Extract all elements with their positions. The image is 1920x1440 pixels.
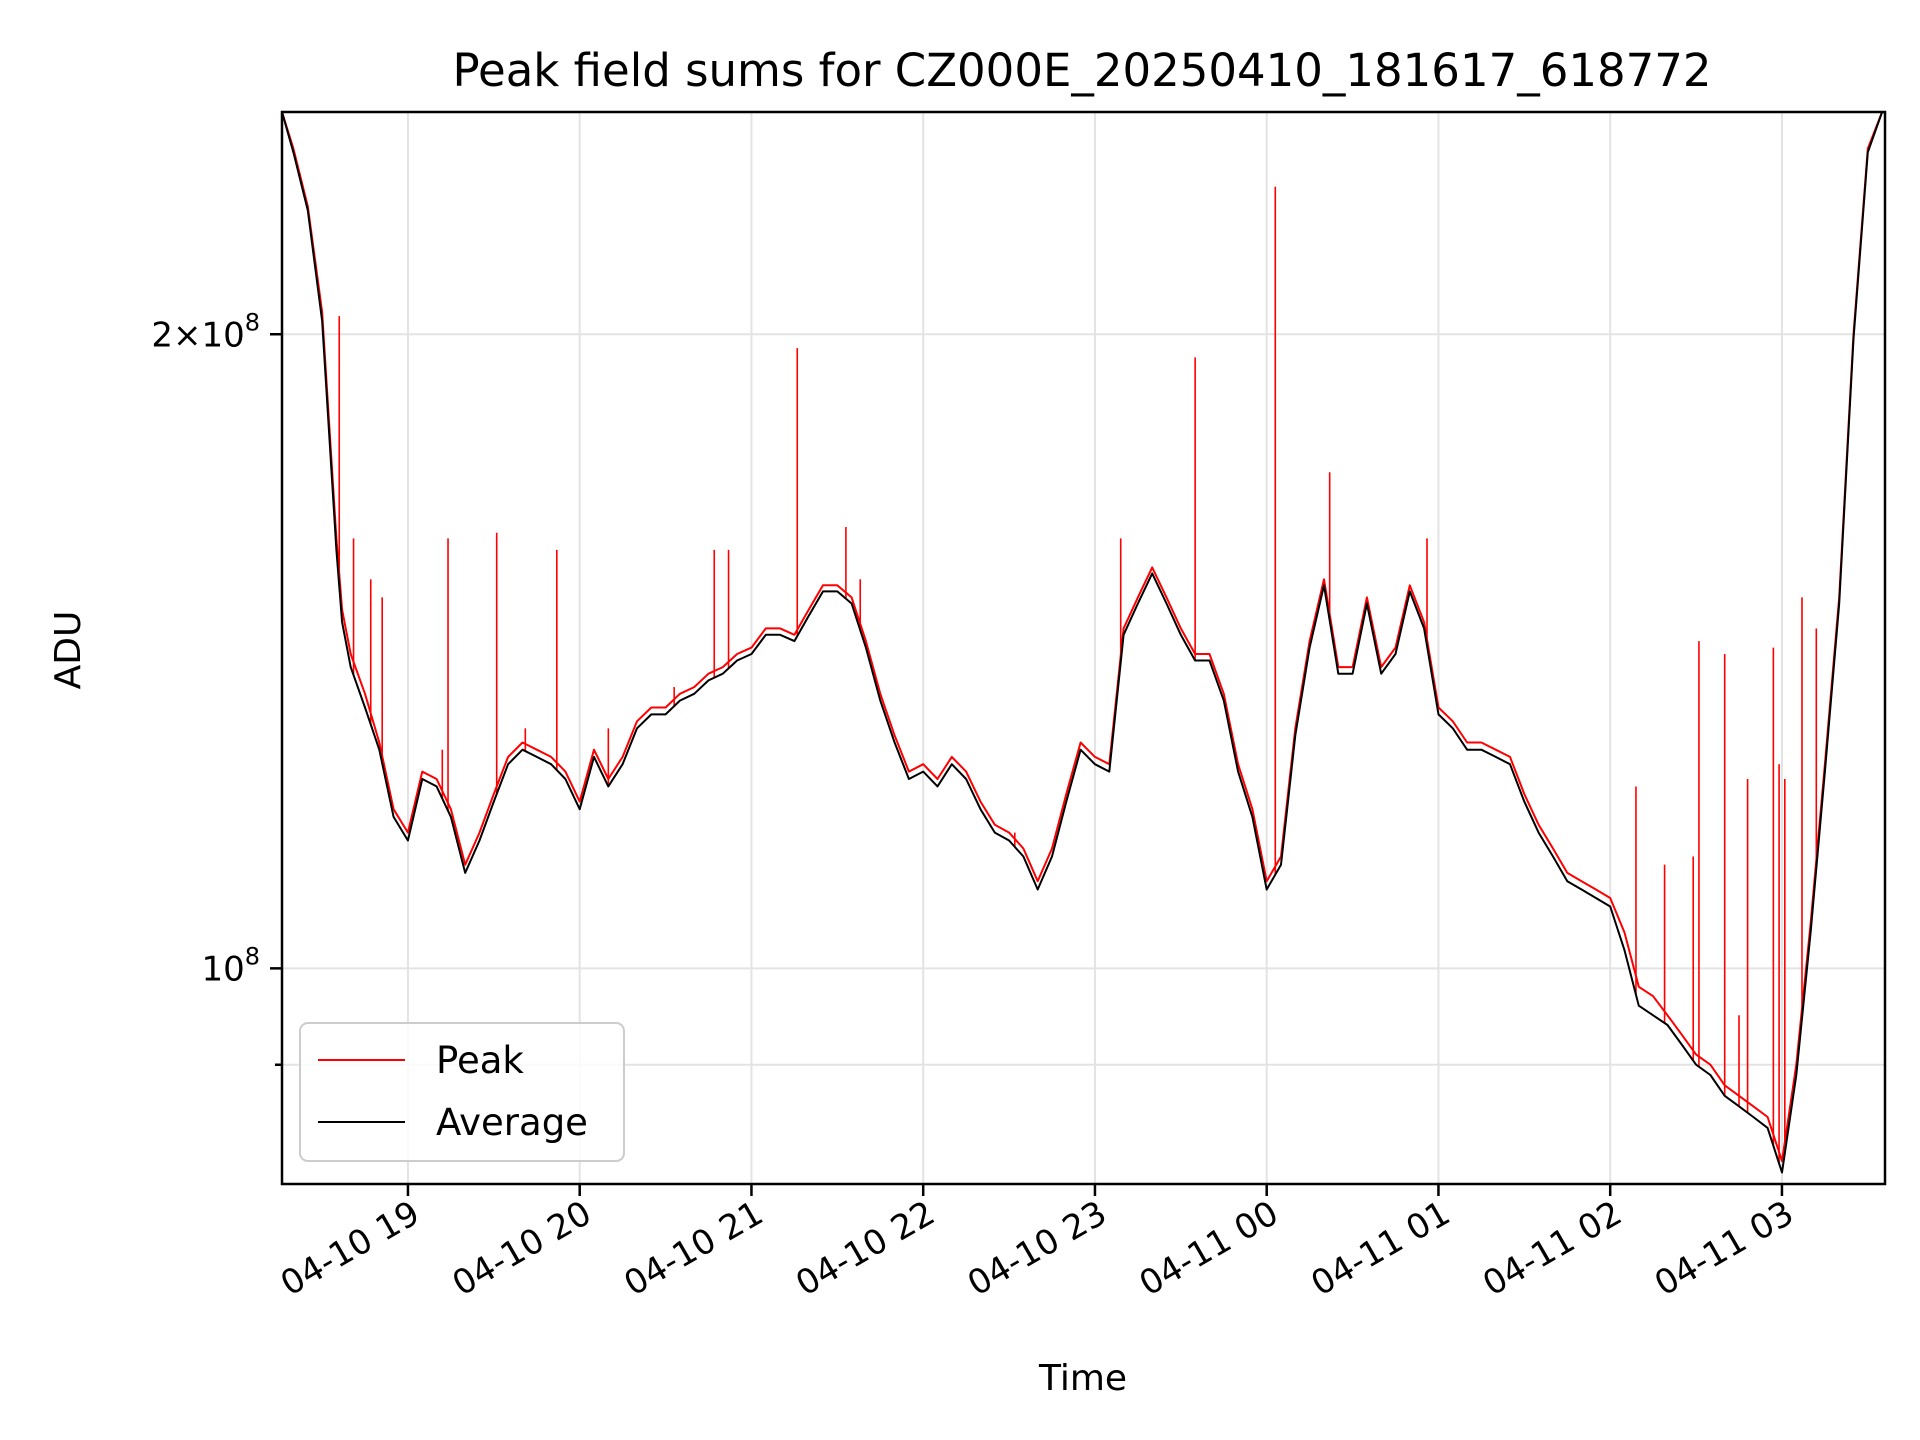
chart-title: Peak field sums for CZ000E_20250410_1816… (453, 44, 1712, 97)
series-line-peak (282, 112, 1884, 1163)
y-tick-label: 108 (201, 942, 260, 989)
plot-frame (280, 110, 1887, 1186)
y-axis-label: ADU (48, 611, 89, 690)
legend-label-peak: Peak (436, 1039, 524, 1082)
legend: Peak Average (299, 1022, 625, 1162)
series-layer (282, 112, 1884, 1174)
legend-box (299, 1022, 625, 1162)
legend-label-average: Average (436, 1101, 588, 1144)
series-line-average (282, 112, 1884, 1174)
y-axis: 108 2×108 (151, 308, 282, 1066)
y-tick-label: 2×108 (151, 308, 260, 355)
x-axis-label: Time (1038, 1358, 1127, 1399)
